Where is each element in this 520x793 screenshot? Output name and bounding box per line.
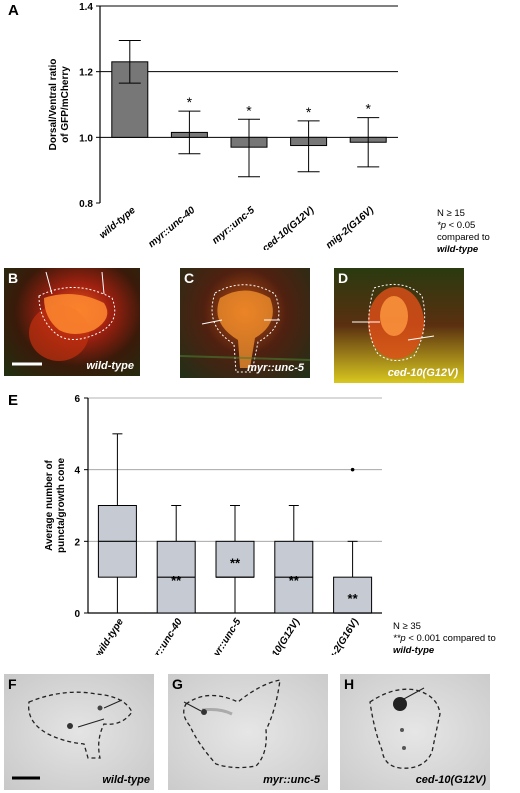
significance-mark: ** <box>171 573 182 588</box>
chart-a-note: N ≥ 15 *p < 0.05 compared to wild-type <box>437 208 520 256</box>
significance-mark: * <box>187 94 193 110</box>
note-ref: wild-type <box>437 244 479 255</box>
significance-mark: ** <box>289 573 300 588</box>
photo-d: D ced-10(G12V) <box>334 268 464 383</box>
note-n: N ≥ 35 <box>393 621 421 632</box>
x-tick-label: myr::unc-40 <box>145 616 185 655</box>
box <box>215 540 255 578</box>
photo-c: C myr::unc-5 <box>180 268 310 378</box>
photo-label-c: myr::unc-5 <box>247 362 304 374</box>
y-tick-label: 6 <box>74 394 80 405</box>
photo-b: B wild-type <box>4 268 140 376</box>
y-tick-label: 0 <box>74 609 80 620</box>
photo-label-g: myr::unc-5 <box>263 774 320 786</box>
panel-letter-e: E <box>8 392 19 409</box>
photo-f: F wild-type <box>4 674 154 790</box>
growth-cone-outline <box>183 679 281 769</box>
significance-mark: ** <box>230 555 241 570</box>
photo-label-f: wild-type <box>102 774 150 786</box>
note-p: **p < 0.001 compared to <box>393 633 496 644</box>
y-tick-label: 4 <box>74 466 80 477</box>
panel-letter-h: H <box>344 676 355 692</box>
y-axis-label: Dorsal/Ventral ratioof GFP/mCherry <box>48 59 71 151</box>
significance-mark: ** <box>348 591 359 606</box>
x-tick-label: ced-10(G12V) <box>260 204 317 250</box>
note-p: *p < 0.05 compared to <box>437 220 490 243</box>
growth-cone-outline <box>180 284 310 373</box>
y-tick-label: 1.0 <box>79 133 93 144</box>
panel-letter-b: B <box>8 270 19 286</box>
chart-e-note: N ≥ 35 **p < 0.001 compared to wild-type <box>393 621 496 657</box>
panel-letter-a: A <box>8 2 19 19</box>
growth-cone-outline <box>369 687 441 769</box>
panel-letter-c: C <box>184 270 195 286</box>
panel-letter-g: G <box>172 676 183 692</box>
growth-cone-outline <box>352 283 435 361</box>
x-tick-label: wild-type <box>97 205 138 242</box>
note-ref: wild-type <box>393 645 435 656</box>
growth-cone-outline <box>12 271 116 366</box>
x-tick-label: myr::unc-40 <box>146 205 197 250</box>
photo-h: H ced-10(G12V) <box>340 674 490 790</box>
photo-label-h: ced-10(G12V) <box>415 774 486 786</box>
chart-e: 0 2 4 6 Average number ofpuncta/growth cone w… <box>44 394 382 655</box>
x-tick-label: mig-2(G16V) <box>324 204 377 250</box>
x-tick-label: myr::unc-5 <box>210 205 257 247</box>
significance-mark: * <box>246 102 252 118</box>
photo-label-b: wild-type <box>86 360 134 372</box>
y-tick-label: 0.8 <box>79 199 93 210</box>
panel-letter-f: F <box>8 676 17 692</box>
x-tick-label: ced-10(G12V) <box>259 616 303 655</box>
y-tick-label: 1.2 <box>79 68 93 79</box>
x-tick-label: mig-2(G16V) <box>321 616 362 655</box>
y-tick-label: 2 <box>74 537 80 548</box>
photo-g: G myr::unc-5 <box>168 674 328 790</box>
photo-label-d: ced-10(G12V) <box>387 367 458 379</box>
box <box>333 576 373 614</box>
outlier-point <box>350 467 355 472</box>
panel-letter-d: D <box>338 270 349 286</box>
growth-cone-outline <box>12 691 133 780</box>
note-n: N ≥ 15 <box>437 208 465 219</box>
chart-a: 0.8 1.0 1.2 1.4 Dorsal/Ventral ratioof GFP/m… <box>48 2 398 250</box>
y-tick-label: 1.4 <box>79 2 93 13</box>
significance-mark: * <box>365 101 371 117</box>
x-tick-label: myr::unc-5 <box>207 616 244 655</box>
y-axis-label: Average number ofpuncta/growth cone <box>44 458 67 553</box>
x-tick-label: wild-type <box>94 616 127 655</box>
significance-mark: * <box>306 104 312 120</box>
